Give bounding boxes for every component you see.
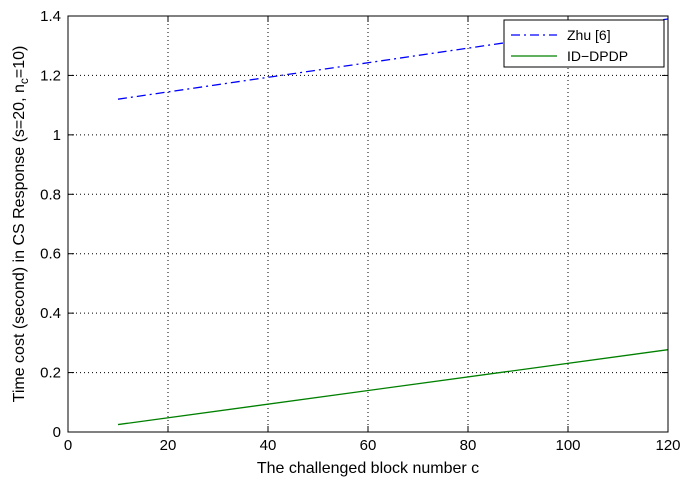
x-tick-label: 60: [360, 437, 377, 454]
y-tick-label: 1: [53, 127, 61, 144]
x-tick-label: 80: [460, 437, 477, 454]
y-tick-label: 1.4: [40, 8, 61, 25]
y-tick-label: 1.2: [40, 67, 61, 84]
y-tick-label: 0: [53, 424, 61, 441]
x-tick-label: 40: [260, 437, 277, 454]
x-tick-label: 0: [64, 437, 72, 454]
series-line-1: [117, 349, 668, 426]
axis-ticks: [67, 15, 669, 433]
x-axis-label: The challenged block number c: [257, 460, 479, 477]
axis-tick-labels: 0 20 40 60 80 100 120 0 0.2 0.4 0.6 0.8 1 1.2 1.4: [40, 8, 680, 454]
y-tick-label: 0.6: [40, 246, 61, 263]
y-tick-label: 0.8: [40, 186, 61, 203]
x-tick-label: 100: [555, 437, 580, 454]
y-axis-label-tail: =10): [11, 46, 28, 78]
legend-label-id-dpdp: ID−DPDP: [567, 48, 628, 64]
y-axis-label: Time cost (second) in CS Response (s=20,…: [11, 46, 31, 403]
y-tick-label: 0.4: [40, 305, 61, 322]
y-axis-label-main: Time cost (second) in CS Response (s=20,…: [11, 84, 28, 402]
legend-label-zhu: Zhu [6]: [567, 27, 611, 43]
legend-box: [503, 19, 665, 68]
x-tick-label: 20: [160, 437, 177, 454]
x-tick-label: 120: [655, 437, 680, 454]
grid-lines: [68, 16, 668, 432]
y-axis-label-subscript: c: [17, 78, 31, 84]
y-tick-label: 0.2: [40, 365, 61, 382]
legend: Zhu [6] ID−DPDP: [503, 19, 665, 68]
